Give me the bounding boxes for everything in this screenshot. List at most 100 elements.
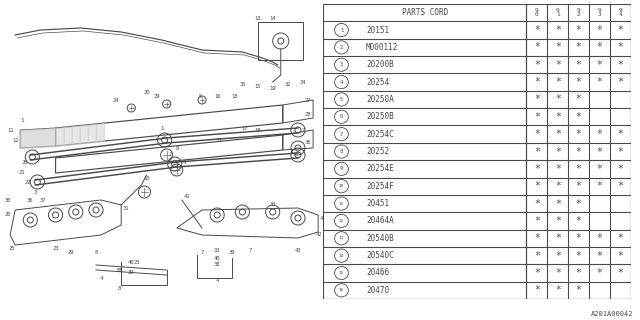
Text: 22: 22 (25, 180, 31, 185)
Text: *: * (534, 25, 540, 35)
Text: 31: 31 (123, 205, 129, 211)
Text: 29: 29 (67, 250, 74, 254)
Text: *: * (576, 164, 582, 174)
Text: 24: 24 (113, 98, 120, 102)
Text: 13: 13 (254, 15, 261, 20)
Text: 20254: 20254 (366, 77, 389, 87)
Text: *: * (534, 112, 540, 122)
Text: *: * (596, 268, 602, 278)
Text: *: * (576, 147, 582, 156)
Text: 18: 18 (254, 127, 261, 132)
Text: *: * (534, 233, 540, 243)
Text: 33: 33 (214, 247, 220, 252)
Text: 1: 1 (20, 117, 24, 123)
Text: *: * (576, 216, 582, 226)
Text: *: * (618, 164, 623, 174)
Text: 38: 38 (116, 268, 122, 273)
Text: *: * (618, 268, 623, 278)
Text: *: * (576, 233, 582, 243)
Text: *: * (576, 112, 582, 122)
Text: 8: 8 (175, 146, 179, 150)
Text: *: * (576, 251, 582, 260)
Text: 20252: 20252 (366, 147, 389, 156)
Text: *: * (576, 181, 582, 191)
Text: *: * (618, 60, 623, 70)
Text: *: * (534, 181, 540, 191)
Text: 43: 43 (294, 247, 301, 252)
Text: *: * (534, 285, 540, 295)
Text: *: * (618, 251, 623, 260)
Text: 16: 16 (339, 288, 344, 292)
Text: 11: 11 (7, 127, 13, 132)
Text: 15: 15 (254, 84, 261, 89)
Text: 23: 23 (52, 245, 59, 251)
Text: *: * (534, 216, 540, 226)
Text: 13: 13 (339, 236, 344, 240)
Text: *: * (555, 181, 561, 191)
Text: 39: 39 (128, 270, 134, 276)
Text: A201A00042: A201A00042 (591, 311, 634, 317)
Text: 4: 4 (99, 276, 102, 281)
Text: 7: 7 (301, 127, 305, 132)
Text: 14: 14 (339, 254, 344, 258)
Text: 41: 41 (184, 194, 190, 198)
Text: 39: 39 (229, 251, 236, 255)
Text: 1: 1 (160, 125, 163, 131)
Text: 20200B: 20200B (366, 60, 394, 69)
Text: 38: 38 (214, 262, 220, 268)
Text: *: * (576, 60, 582, 70)
Text: *: * (596, 233, 602, 243)
Text: 19: 19 (269, 85, 276, 91)
Text: 9
3: 9 3 (598, 8, 602, 18)
Text: 36: 36 (27, 197, 33, 203)
Text: *: * (534, 94, 540, 104)
Text: *: * (596, 129, 602, 139)
Text: *: * (534, 198, 540, 209)
Text: *: * (534, 251, 540, 260)
Text: *: * (618, 129, 623, 139)
Text: 14: 14 (269, 15, 276, 20)
Text: 20540B: 20540B (366, 234, 394, 243)
Text: *: * (534, 164, 540, 174)
Text: 26: 26 (22, 159, 29, 164)
Text: *: * (596, 60, 602, 70)
Text: *: * (555, 268, 561, 278)
Text: 11: 11 (339, 202, 344, 205)
Text: 20470: 20470 (366, 286, 389, 295)
Text: *: * (618, 147, 623, 156)
Text: *: * (555, 233, 561, 243)
Text: *: * (555, 129, 561, 139)
Text: *: * (596, 164, 602, 174)
Text: 3: 3 (340, 62, 343, 67)
Text: 20: 20 (5, 212, 12, 218)
Text: *: * (555, 216, 561, 226)
Text: 9: 9 (340, 166, 343, 171)
Text: *: * (576, 25, 582, 35)
Text: *: * (534, 77, 540, 87)
Text: 37: 37 (39, 197, 45, 203)
Text: 2: 2 (168, 153, 172, 157)
Text: 40: 40 (128, 260, 134, 265)
Text: 1: 1 (340, 28, 343, 33)
Text: 21: 21 (19, 170, 26, 174)
Text: 20466: 20466 (366, 268, 389, 277)
Text: *: * (596, 147, 602, 156)
Text: *: * (555, 60, 561, 70)
Text: *: * (534, 268, 540, 278)
Text: 23: 23 (133, 260, 140, 266)
Text: 9
0: 9 0 (535, 8, 539, 18)
Text: 2: 2 (340, 45, 343, 50)
Text: *: * (534, 129, 540, 139)
Text: 33: 33 (269, 203, 276, 207)
Text: 7: 7 (249, 247, 252, 252)
Text: 42: 42 (316, 233, 323, 237)
Text: *: * (596, 25, 602, 35)
Text: PARTS CORD: PARTS CORD (401, 8, 448, 17)
Text: 20464A: 20464A (366, 216, 394, 225)
Text: 20451: 20451 (366, 199, 389, 208)
Text: *: * (555, 147, 561, 156)
Text: M000112: M000112 (366, 43, 399, 52)
Text: *: * (618, 25, 623, 35)
Text: *: * (618, 181, 623, 191)
Text: 12: 12 (339, 219, 344, 223)
